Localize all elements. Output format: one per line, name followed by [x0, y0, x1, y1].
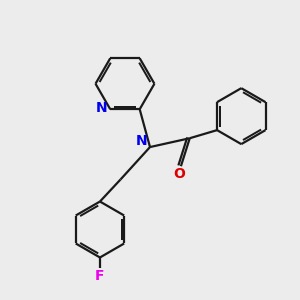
Text: F: F — [95, 269, 105, 283]
Text: O: O — [173, 167, 185, 182]
Text: N: N — [136, 134, 148, 148]
Text: N: N — [96, 101, 108, 115]
